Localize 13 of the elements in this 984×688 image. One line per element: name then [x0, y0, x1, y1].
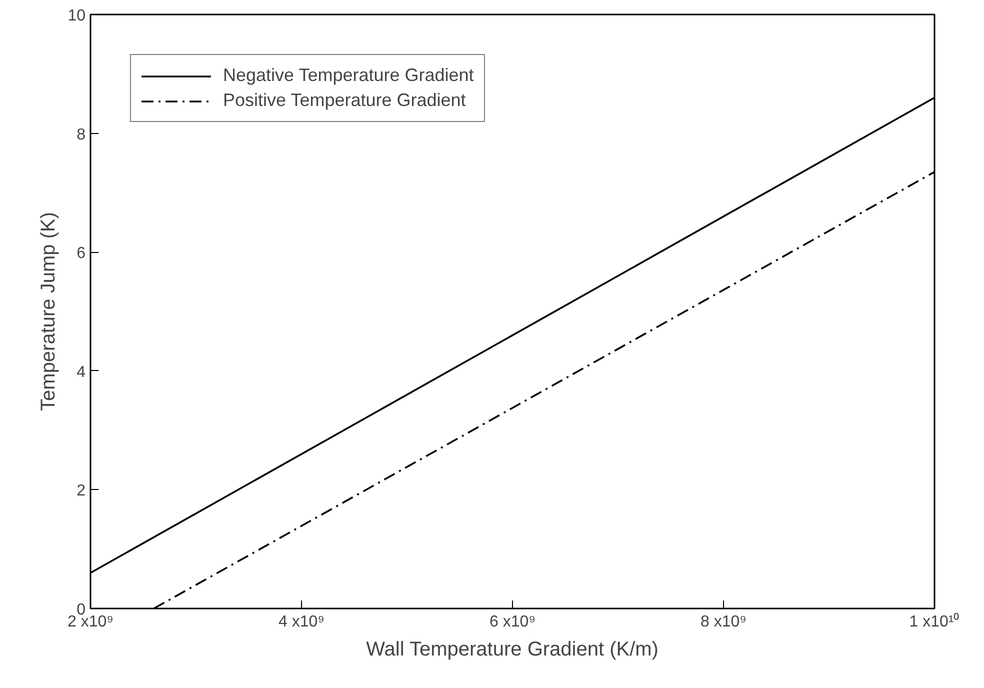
y-tick-label: 10 [68, 8, 86, 24]
x-tick-label: 8 x10⁹ [700, 614, 747, 630]
y-tick-label: 2 [76, 482, 86, 500]
x-tick-label: 6 x10⁹ [490, 614, 536, 630]
x-tick-label: 1 x10¹⁰ [909, 612, 960, 630]
x-tick-label: 4 x10⁹ [278, 614, 325, 630]
y-tick-label: 8 [76, 126, 86, 144]
y-axis-title: Temperature Jump (K) [38, 212, 60, 411]
y-tick-label: 4 [76, 364, 86, 381]
legend-label: Positive Temperature Gradient [223, 90, 466, 111]
y-tick-label: 6 [76, 245, 86, 262]
legend-label: Negative Temperature Gradient [223, 65, 474, 86]
x-axis-title: Wall Temperature Gradient (K/m) [366, 638, 658, 660]
